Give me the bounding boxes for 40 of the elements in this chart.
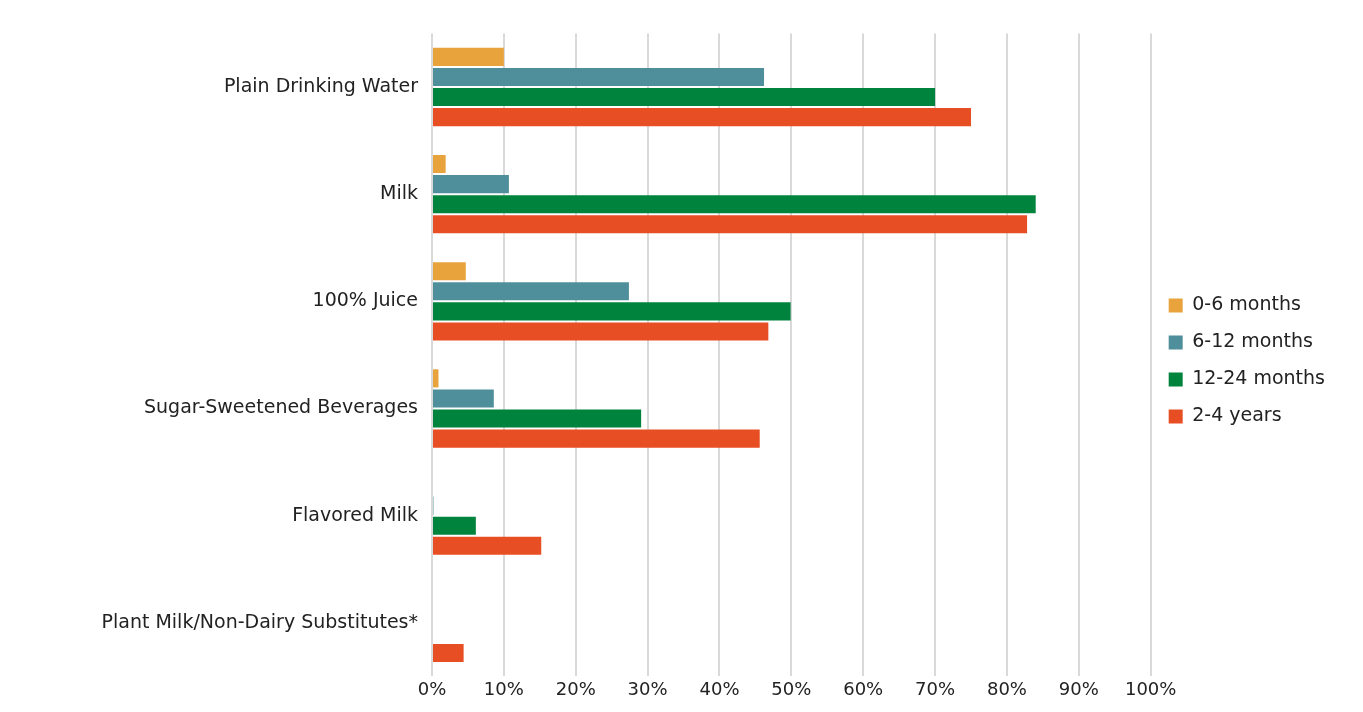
bar bbox=[433, 108, 972, 127]
bar bbox=[433, 643, 464, 662]
x-tick-label: 30% bbox=[627, 677, 668, 699]
bar bbox=[433, 429, 760, 448]
x-tick-label: 100% bbox=[1124, 677, 1177, 699]
x-tick-label: 70% bbox=[915, 677, 956, 699]
x-tick-label: 50% bbox=[771, 677, 812, 699]
y-tick-label: Plain Drinking Water bbox=[223, 73, 419, 96]
y-tick-label: 100% Juice bbox=[312, 288, 418, 311]
x-tick-label: 40% bbox=[699, 677, 740, 699]
bar bbox=[433, 262, 466, 281]
bar bbox=[433, 322, 769, 341]
bar bbox=[433, 282, 629, 301]
x-tick-label: 60% bbox=[843, 677, 884, 699]
x-tick-label: 80% bbox=[986, 677, 1027, 699]
bar bbox=[433, 516, 476, 535]
bar bbox=[433, 47, 504, 66]
y-tick-label: Plant Milk/Non-Dairy Substitutes* bbox=[101, 609, 418, 632]
legend-label: 0-6 months bbox=[1192, 292, 1301, 315]
bar bbox=[433, 154, 446, 174]
bar bbox=[433, 536, 542, 555]
bar bbox=[433, 389, 494, 408]
bar bbox=[433, 409, 642, 428]
x-tick-label: 10% bbox=[483, 677, 524, 699]
bar bbox=[433, 195, 1036, 214]
legend-label: 12-24 months bbox=[1192, 366, 1326, 389]
legend-label: 6-12 months bbox=[1192, 329, 1313, 352]
y-tick-label: Milk bbox=[380, 181, 418, 204]
x-tick-label: 20% bbox=[555, 677, 596, 699]
x-tick-label: 0% bbox=[417, 677, 447, 699]
y-tick-label: Sugar-Sweetened Beverages bbox=[144, 395, 418, 418]
bar bbox=[433, 215, 1028, 234]
x-tick-label: 90% bbox=[1058, 677, 1099, 699]
bar bbox=[433, 369, 439, 388]
bar bbox=[433, 67, 765, 86]
y-tick-label: Flavored Milk bbox=[292, 502, 418, 525]
bar bbox=[433, 175, 509, 194]
legend-label: 2-4 years bbox=[1192, 403, 1282, 426]
bar bbox=[433, 87, 936, 107]
bar bbox=[433, 302, 791, 321]
